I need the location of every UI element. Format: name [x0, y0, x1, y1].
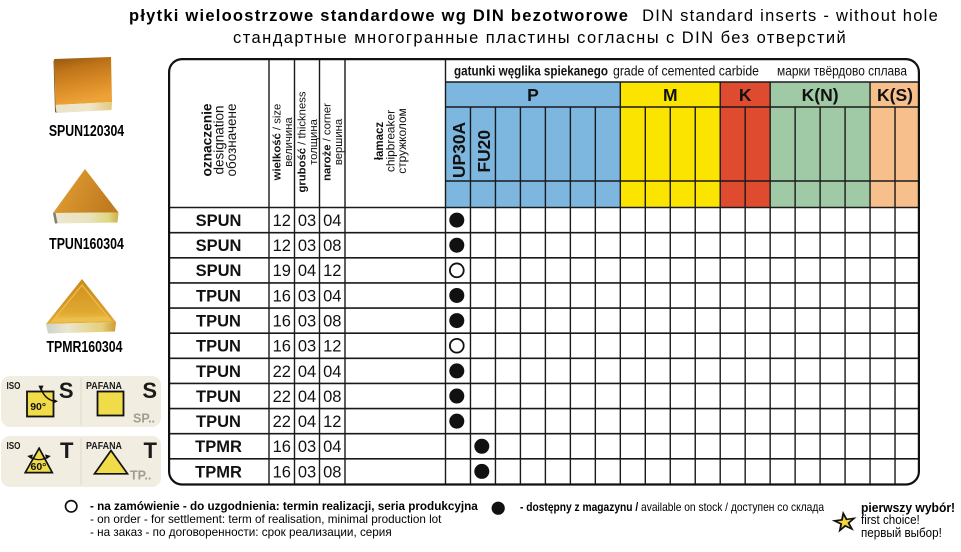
svg-text:TPUN: TPUN — [196, 338, 241, 356]
svg-text:12: 12 — [323, 262, 341, 280]
svg-text:12: 12 — [323, 413, 341, 431]
svg-text:FU20: FU20 — [474, 130, 494, 173]
svg-text:08: 08 — [323, 388, 341, 406]
svg-text:08: 08 — [323, 237, 341, 255]
svg-text:16: 16 — [273, 313, 291, 331]
svg-text:22: 22 — [273, 388, 291, 406]
svg-text:03: 03 — [298, 338, 316, 356]
svg-text:03: 03 — [298, 463, 316, 481]
svg-text:T: T — [144, 438, 158, 463]
svg-text:90°: 90° — [30, 401, 46, 413]
svg-text:K: K — [739, 85, 752, 105]
svg-text:TPUN: TPUN — [196, 313, 241, 331]
svg-text:04: 04 — [323, 287, 341, 305]
svg-text:16: 16 — [273, 338, 291, 356]
svg-text:grubość / thickness: grubość / thickness — [297, 91, 309, 192]
svg-text:величина: величина — [283, 117, 295, 167]
svg-text:04: 04 — [298, 363, 316, 381]
svg-text:04: 04 — [323, 438, 341, 456]
svg-text:S: S — [59, 378, 74, 403]
svg-text:стружколом: стружколом — [395, 108, 409, 173]
svg-text:wielkość / size: wielkość / size — [272, 104, 284, 182]
svg-text:SPUN: SPUN — [196, 237, 242, 255]
svg-text:chipbreaker: chipbreaker — [383, 110, 397, 172]
svg-text:SPUN: SPUN — [196, 212, 242, 230]
svg-text:22: 22 — [273, 363, 291, 381]
svg-text:12: 12 — [273, 237, 291, 255]
svg-text:designation: designation — [212, 105, 227, 174]
svg-text:03: 03 — [298, 237, 316, 255]
svg-text:обозначене: обозначене — [224, 104, 239, 177]
svg-text:SP..: SP.. — [133, 412, 155, 426]
svg-text:TPMR: TPMR — [195, 463, 242, 481]
svg-text:SPUN: SPUN — [196, 262, 242, 280]
svg-text:TP..: TP.. — [130, 469, 151, 483]
svg-text:M: M — [663, 85, 678, 105]
svg-text:04: 04 — [298, 262, 316, 280]
svg-text:oznaczenie: oznaczenie — [199, 103, 214, 176]
svg-text:ISO: ISO — [7, 441, 21, 452]
svg-text:04: 04 — [298, 413, 316, 431]
svg-text:gatunki węglika spiekanego: gatunki węglika spiekanego — [454, 64, 608, 79]
svg-text:P: P — [527, 85, 539, 105]
svg-text:łamacz: łamacz — [374, 122, 386, 161]
svg-text:PAFANA: PAFANA — [86, 381, 122, 392]
svg-text:вершина: вершина — [333, 118, 345, 165]
svg-text:grade of cemented carbide: grade of cemented carbide — [613, 64, 759, 79]
svg-text:03: 03 — [298, 212, 316, 230]
svg-text:TPMR: TPMR — [195, 438, 242, 456]
svg-text:PAFANA: PAFANA — [86, 441, 122, 452]
svg-text:03: 03 — [298, 438, 316, 456]
svg-text:UP30A: UP30A — [449, 121, 469, 178]
svg-text:марки твёрдово сплава: марки твёрдово сплава — [777, 64, 907, 79]
svg-text:T: T — [60, 438, 74, 463]
svg-text:TPUN: TPUN — [196, 287, 241, 305]
svg-text:K(S): K(S) — [877, 85, 913, 105]
svg-text:16: 16 — [273, 463, 291, 481]
svg-text:04: 04 — [323, 212, 341, 230]
svg-text:16: 16 — [273, 287, 291, 305]
svg-text:TPUN: TPUN — [196, 363, 241, 381]
svg-text:naroże / corner: naroże / corner — [322, 103, 334, 181]
svg-text:12: 12 — [323, 338, 341, 356]
svg-text:08: 08 — [323, 463, 341, 481]
svg-text:04: 04 — [323, 363, 341, 381]
svg-text:TPUN: TPUN — [196, 388, 241, 406]
svg-text:08: 08 — [323, 313, 341, 331]
svg-text:K(N): K(N) — [802, 85, 839, 105]
svg-text:толщина: толщина — [308, 118, 320, 165]
svg-text:TPUN: TPUN — [196, 413, 241, 431]
svg-text:19: 19 — [273, 262, 291, 280]
svg-text:03: 03 — [298, 287, 316, 305]
svg-text:04: 04 — [298, 388, 316, 406]
svg-text:03: 03 — [298, 313, 316, 331]
svg-text:ISO: ISO — [7, 381, 21, 392]
svg-text:22: 22 — [273, 413, 291, 431]
svg-text:S: S — [142, 378, 157, 403]
svg-text:16: 16 — [273, 438, 291, 456]
svg-text:12: 12 — [273, 212, 291, 230]
svg-text:60°: 60° — [31, 461, 47, 473]
